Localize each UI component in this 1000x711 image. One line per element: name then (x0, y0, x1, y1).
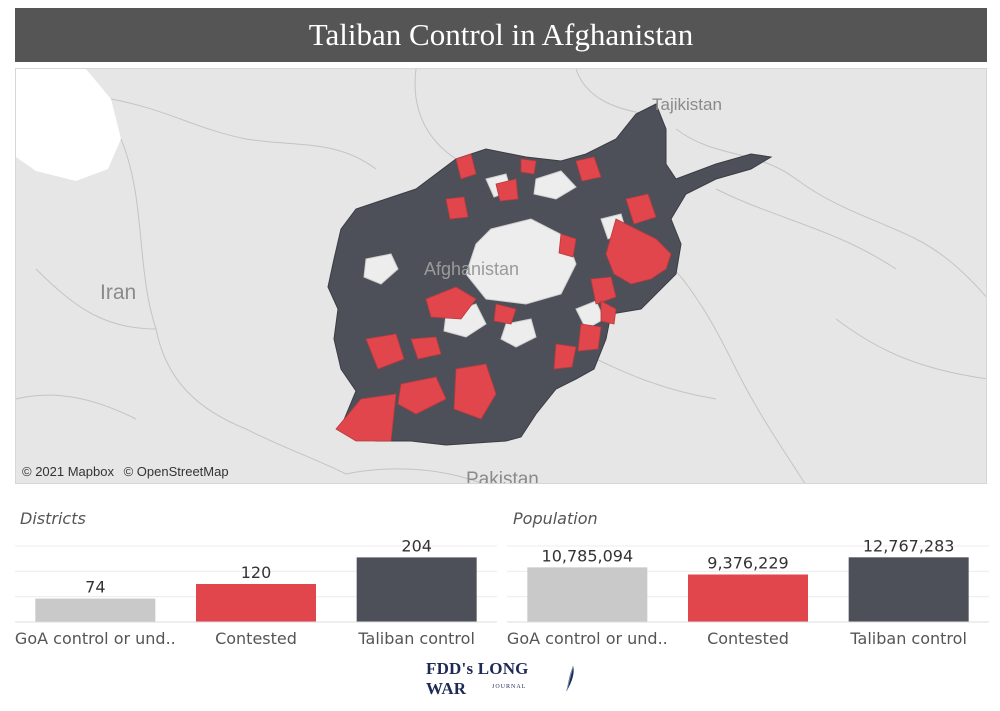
population-bar-2[interactable] (848, 557, 969, 622)
districts-bar-2[interactable] (356, 557, 477, 622)
districts-category-label-0: GoA control or und.. (15, 629, 176, 648)
population-value-label-2: 12,767,283 (863, 540, 955, 555)
population-bar-1[interactable] (688, 574, 808, 622)
attribution-mapbox[interactable]: © 2021 Mapbox (22, 464, 114, 479)
districts-value-label-2: 204 (401, 540, 432, 555)
population-category-label-1: Contested (707, 629, 789, 648)
districts-value-label-1: 120 (241, 563, 272, 582)
map-canvas (16, 69, 986, 483)
page-title: Taliban Control in Afghanistan (308, 17, 694, 52)
districts-category-label-1: Contested (215, 629, 297, 648)
attribution-osm[interactable]: © OpenStreetMap (123, 464, 229, 479)
label-iran: Iran (100, 281, 137, 304)
districts-category-label-2: Taliban control (357, 629, 474, 648)
label-tajikistan: Tajikistan (652, 95, 722, 114)
districts-chart-svg: 74 GoA control or und.. 120 Contested 204 Tal… (15, 540, 497, 648)
logo-subtext: JOURNAL (492, 684, 527, 690)
districts-value-label-0: 74 (85, 578, 105, 597)
map-borders (16, 69, 986, 483)
population-category-label-0: GoA control or und.. (507, 629, 668, 648)
districts-bar-1[interactable] (196, 584, 316, 622)
quill-icon (566, 665, 574, 692)
map-attribution: © 2021 Mapbox © OpenStreetMap (22, 464, 235, 479)
population-category-label-2: Taliban control (849, 629, 966, 648)
label-pakistan: Pakistan (466, 469, 539, 484)
districts-chart-title: Districts (20, 509, 86, 528)
logo-text: FDD's LONG WAR (426, 659, 529, 698)
map[interactable]: Afghanistan Iran Tajikistan Pakistan © 2… (15, 68, 987, 484)
population-value-label-0: 10,785,094 (542, 546, 634, 565)
title-bar: Taliban Control in Afghanistan (15, 8, 987, 62)
population-bar-0[interactable] (527, 567, 648, 622)
label-afghanistan: Afghanistan (424, 259, 520, 279)
fdd-long-war-journal-logo[interactable]: FDD's LONG WAR JOURNAL (426, 659, 576, 698)
population-value-label-1: 9,376,229 (707, 553, 788, 572)
caspian-sea (16, 69, 121, 181)
population-chart-svg: 10,785,094 GoA control or und.. 9,376,229 C… (507, 540, 989, 648)
population-chart-title: Population (513, 509, 598, 528)
contested-areas (335, 153, 672, 442)
districts-bar-0[interactable] (35, 598, 156, 622)
